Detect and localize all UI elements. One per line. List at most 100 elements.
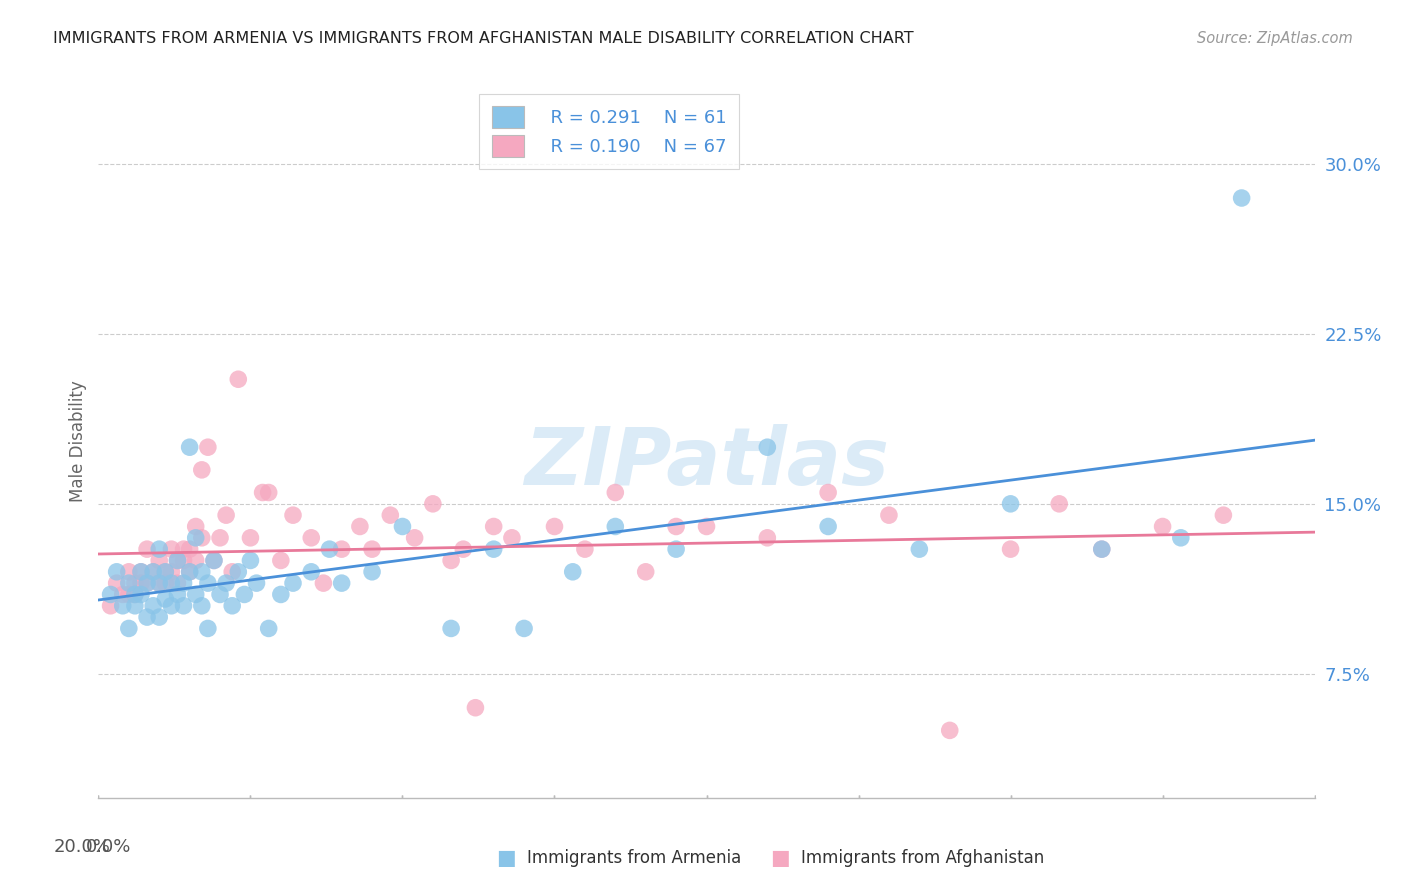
- Point: [756, 531, 779, 545]
- Point: [100, 587, 122, 601]
- Point: [453, 542, 475, 557]
- Point: [215, 576, 238, 591]
- Point: [129, 587, 152, 601]
- Point: [1000, 542, 1022, 557]
- Point: [124, 599, 146, 613]
- Point: [209, 531, 232, 545]
- Point: [118, 576, 141, 591]
- Point: [173, 576, 195, 591]
- Point: [482, 519, 505, 533]
- Point: [665, 519, 688, 533]
- Point: [422, 497, 444, 511]
- Point: [142, 565, 165, 579]
- Point: [270, 553, 292, 567]
- Point: [155, 565, 177, 579]
- Point: [160, 565, 183, 579]
- Point: [380, 508, 402, 523]
- Point: [513, 622, 536, 636]
- Point: [155, 565, 177, 579]
- Point: [349, 519, 371, 533]
- Text: Source: ZipAtlas.com: Source: ZipAtlas.com: [1197, 31, 1353, 46]
- Point: [464, 700, 486, 714]
- Point: [184, 519, 207, 533]
- Point: [111, 599, 134, 613]
- Text: ■: ■: [496, 848, 516, 868]
- Point: [939, 723, 962, 738]
- Point: [245, 576, 267, 591]
- Point: [191, 599, 214, 613]
- Point: [124, 587, 146, 601]
- Point: [391, 519, 413, 533]
- Point: [184, 587, 207, 601]
- Point: [184, 553, 207, 567]
- Point: [1212, 508, 1234, 523]
- Point: [221, 599, 243, 613]
- Point: [191, 531, 214, 545]
- Text: Immigrants from Armenia: Immigrants from Armenia: [527, 849, 741, 867]
- Point: [179, 565, 201, 579]
- Point: [191, 565, 214, 579]
- Point: [129, 576, 152, 591]
- Point: [129, 565, 152, 579]
- Point: [136, 576, 159, 591]
- Point: [105, 565, 128, 579]
- Point: [148, 542, 170, 557]
- Point: [191, 463, 214, 477]
- Point: [318, 542, 340, 557]
- Point: [482, 542, 505, 557]
- Point: [1047, 497, 1070, 511]
- Point: [1091, 542, 1114, 557]
- Point: [179, 440, 201, 454]
- Point: [148, 610, 170, 624]
- Point: [226, 372, 249, 386]
- Point: [361, 542, 384, 557]
- Point: [166, 553, 188, 567]
- Point: [634, 565, 657, 579]
- Point: [361, 565, 384, 579]
- Point: [440, 622, 463, 636]
- Point: [197, 576, 219, 591]
- Point: [118, 587, 141, 601]
- Point: [155, 576, 177, 591]
- Legend:   R = 0.291    N = 61,   R = 0.190    N = 67: R = 0.291 N = 61, R = 0.190 N = 67: [479, 94, 740, 169]
- Point: [501, 531, 523, 545]
- Point: [166, 553, 188, 567]
- Point: [270, 587, 292, 601]
- Point: [239, 531, 262, 545]
- Point: [111, 587, 134, 601]
- Point: [118, 565, 141, 579]
- Point: [239, 553, 262, 567]
- Point: [215, 508, 238, 523]
- Point: [252, 485, 274, 500]
- Point: [605, 519, 627, 533]
- Point: [142, 565, 165, 579]
- Point: [173, 553, 195, 567]
- Point: [257, 485, 280, 500]
- Point: [160, 576, 183, 591]
- Point: [817, 519, 839, 533]
- Point: [817, 485, 839, 500]
- Point: [166, 587, 188, 601]
- Point: [605, 485, 627, 500]
- Text: ZIPatlas: ZIPatlas: [524, 424, 889, 502]
- Point: [155, 592, 177, 607]
- Point: [136, 576, 159, 591]
- Point: [148, 576, 170, 591]
- Point: [148, 576, 170, 591]
- Point: [257, 622, 280, 636]
- Point: [1152, 519, 1174, 533]
- Point: [665, 542, 688, 557]
- Point: [124, 587, 146, 601]
- Point: [440, 553, 463, 567]
- Point: [105, 576, 128, 591]
- Point: [281, 576, 304, 591]
- Point: [1000, 497, 1022, 511]
- Point: [574, 542, 596, 557]
- Point: [299, 565, 322, 579]
- Point: [696, 519, 718, 533]
- Point: [561, 565, 583, 579]
- Point: [209, 587, 232, 601]
- Point: [330, 542, 353, 557]
- Point: [184, 531, 207, 545]
- Text: ■: ■: [770, 848, 790, 868]
